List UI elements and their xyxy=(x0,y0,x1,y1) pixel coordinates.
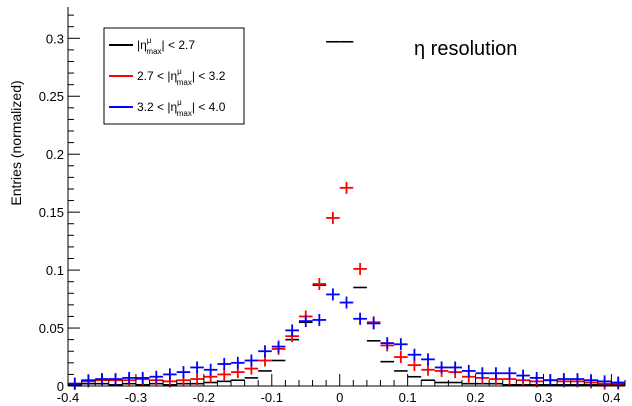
legend-label-tail: | < 3.2 xyxy=(192,69,226,83)
legend: |ημ max| < 2.72.7 < |ημ max| < 3.23.2 < |η… xyxy=(103,27,245,125)
series-2-point-20 xyxy=(339,296,354,309)
legend-label-main: 3.2 < |η xyxy=(137,100,177,114)
series-1-point-18 xyxy=(312,278,327,291)
y-tick-label: 0.2 xyxy=(46,147,64,162)
legend-entry-1: 2.7 < |ημ max| < 3.2 xyxy=(109,67,226,87)
series-2-point-0 xyxy=(68,377,82,390)
legend-label-tail: | < 4.0 xyxy=(192,100,226,114)
legend-entry-0: |ημ max| < 2.7 xyxy=(109,36,195,56)
legend-label: 3.2 < |ημ max| < 4.0 xyxy=(137,98,226,118)
series-2-point-31 xyxy=(489,367,503,380)
y-axis-title: Entries (normalized) xyxy=(8,80,24,205)
series-1-point-25 xyxy=(407,359,422,372)
legend-label-main: |η xyxy=(137,38,147,52)
x-tick-label: -0.2 xyxy=(193,390,215,405)
y-tick-label: 0 xyxy=(57,379,64,394)
series-1-point-21 xyxy=(353,262,367,275)
series-2-point-28 xyxy=(448,361,462,374)
y-tick-label: 0.15 xyxy=(39,205,64,220)
series-2-point-23 xyxy=(380,337,395,350)
x-tick-label: -0.3 xyxy=(125,390,147,405)
series-2-point-22 xyxy=(366,317,381,330)
series-1-point-24 xyxy=(394,351,408,364)
series-2-point-14 xyxy=(258,345,272,358)
series-2-point-32 xyxy=(502,367,517,380)
series-2-point-13 xyxy=(244,354,259,367)
series-2-point-21 xyxy=(353,312,367,325)
series-2-point-8 xyxy=(176,366,191,379)
series-2-point-5 xyxy=(135,371,150,384)
legend-label-tail: | < 2.7 xyxy=(162,38,196,52)
series-2-point-34 xyxy=(529,371,544,384)
legend-label-sup: μ xyxy=(177,67,182,76)
series-2-point-36 xyxy=(557,373,571,386)
series-2-point-30 xyxy=(475,367,490,380)
x-tick-label: -0.4 xyxy=(57,390,79,405)
legend-label-sub: max xyxy=(177,78,192,87)
legend-label-sup: μ xyxy=(147,36,152,45)
series-2-point-18 xyxy=(312,313,327,326)
y-tick-label: 0.3 xyxy=(46,31,64,46)
x-tick-label: 0 xyxy=(336,390,343,405)
series-2-point-15 xyxy=(271,340,286,353)
series-2-point-26 xyxy=(421,353,435,366)
x-tick-label: 0.4 xyxy=(602,390,620,405)
series-2-point-4 xyxy=(122,371,136,384)
series-2-point-12 xyxy=(231,356,245,369)
legend-label-sub: max xyxy=(177,109,192,118)
chart-title: η resolution xyxy=(414,38,517,60)
series-1-point-9 xyxy=(190,373,204,386)
x-tick-label: 0.3 xyxy=(534,390,552,405)
x-tick-label: 0.1 xyxy=(399,390,417,405)
series-layer xyxy=(68,40,625,390)
series-2-point-25 xyxy=(407,348,422,361)
series-2-point-27 xyxy=(434,361,449,374)
legend-label-sub: max xyxy=(146,47,161,56)
legend-label-main: 2.7 < |η xyxy=(137,69,177,83)
series-2-point-29 xyxy=(461,364,476,377)
series-1-point-26 xyxy=(421,363,435,376)
series-2-point-11 xyxy=(217,357,232,370)
series-2-point-6 xyxy=(149,370,164,383)
y-tick-label: 0.05 xyxy=(39,321,64,336)
series-2-point-19 xyxy=(326,288,340,301)
series-1-point-19 xyxy=(326,211,340,224)
series-1-point-11 xyxy=(217,368,232,381)
series-2-point-35 xyxy=(543,374,558,387)
series-2-point-7 xyxy=(163,368,177,381)
series-2-point-16 xyxy=(285,324,299,337)
series-2-point-2 xyxy=(95,373,109,386)
x-tick-label: 0.2 xyxy=(467,390,485,405)
y-tick-label: 0.25 xyxy=(39,89,64,104)
y-tick-label: 0.1 xyxy=(46,263,64,278)
series-2-point-3 xyxy=(108,373,123,386)
series-2-point-39 xyxy=(597,375,612,388)
series-1-point-20 xyxy=(339,181,354,194)
series-2-point-37 xyxy=(570,373,585,386)
series-2-point-24 xyxy=(394,338,408,351)
series-2-point-9 xyxy=(190,361,204,374)
series-2-point-33 xyxy=(516,369,530,382)
series-2-point-40 xyxy=(611,376,625,389)
legend-entry-2: 3.2 < |ημ max| < 4.0 xyxy=(109,98,226,118)
series-2-point-17 xyxy=(298,315,313,328)
legend-label-sup: μ xyxy=(177,98,182,107)
series-2-point-38 xyxy=(584,374,598,387)
x-tick-label: -0.1 xyxy=(261,390,283,405)
axes-layer: -0.4 -0.3 -0.2 -0.1 0 0.1 0.2 0.3 0.4 0 0.05 0.1 0.1… xyxy=(39,7,626,405)
legend-label: 2.7 < |ημ max| < 3.2 xyxy=(137,67,226,87)
legend-label: |ημ max| < 2.7 xyxy=(137,36,195,56)
series-2-point-1 xyxy=(81,374,96,387)
series-2-point-10 xyxy=(203,363,218,376)
